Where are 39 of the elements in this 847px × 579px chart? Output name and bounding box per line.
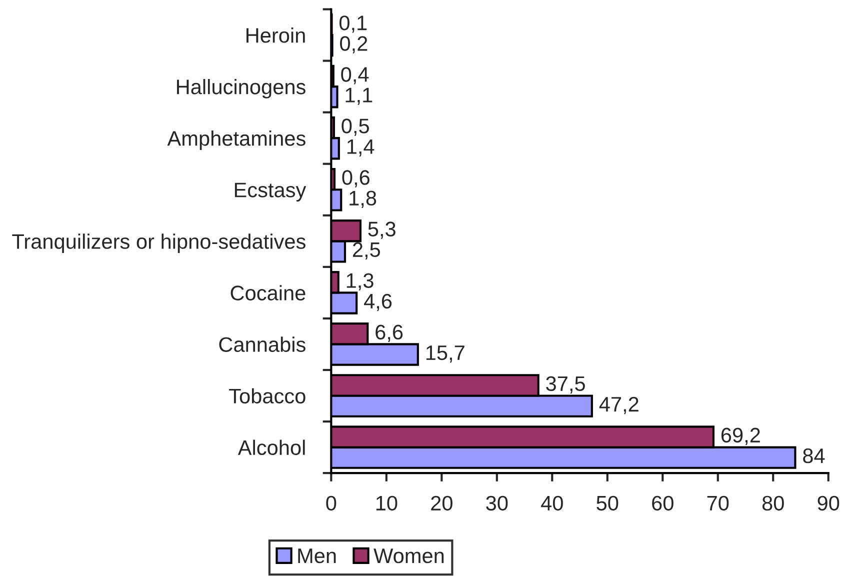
- data-label: 2,5: [352, 242, 380, 260]
- x-tick-label: 0: [326, 496, 336, 511]
- data-label: 1,8: [350, 190, 376, 208]
- y-tick-label: Cannabis: [219, 336, 306, 352]
- data-label: 37,5: [546, 376, 585, 394]
- data-label: 1,4: [347, 139, 374, 156]
- x-tick-label: 10: [376, 496, 398, 511]
- data-label: 1,1: [346, 88, 372, 105]
- data-label: 15,7: [426, 346, 464, 363]
- data-label: 84: [803, 448, 825, 464]
- data-label: 6,6: [376, 324, 403, 342]
- data-label: 69,2: [721, 428, 760, 446]
- y-tick-label: Ecstasy: [234, 182, 306, 202]
- data-label: 0,1: [339, 16, 367, 33]
- data-label: 0,5: [342, 118, 369, 136]
- legend-label: Women: [374, 548, 444, 564]
- legend-label: Men: [298, 548, 336, 564]
- y-tick-label: Cocaine: [230, 285, 306, 300]
- y-tick-label: Tobacco: [229, 388, 306, 404]
- x-tick-label: 60: [652, 496, 674, 511]
- x-tick-label: 20: [431, 496, 452, 511]
- x-tick-label: 90: [818, 496, 840, 511]
- data-label: 1,3: [346, 273, 374, 290]
- data-label: 0,2: [340, 36, 368, 54]
- x-tick-label: 50: [596, 496, 618, 511]
- y-tick-label: Tranquilizers or hipno-sedatives: [12, 234, 306, 254]
- data-label: 0,6: [342, 170, 370, 188]
- x-tick-label: 70: [707, 496, 729, 511]
- x-tick-label: 40: [541, 496, 563, 511]
- data-label: 0,4: [341, 67, 369, 84]
- data-label: 4,6: [364, 294, 392, 312]
- y-tick-label: Heroin: [246, 27, 305, 43]
- y-tick-label: Amphetamines: [167, 130, 306, 150]
- y-tick-label: Alcohol: [238, 440, 305, 456]
- x-tick-label: 80: [762, 496, 784, 511]
- y-tick-label: Hallucinogens: [177, 79, 306, 98]
- x-tick-label: 30: [486, 496, 508, 511]
- data-label: 47,2: [599, 396, 638, 414]
- data-label: 5,3: [368, 222, 396, 239]
